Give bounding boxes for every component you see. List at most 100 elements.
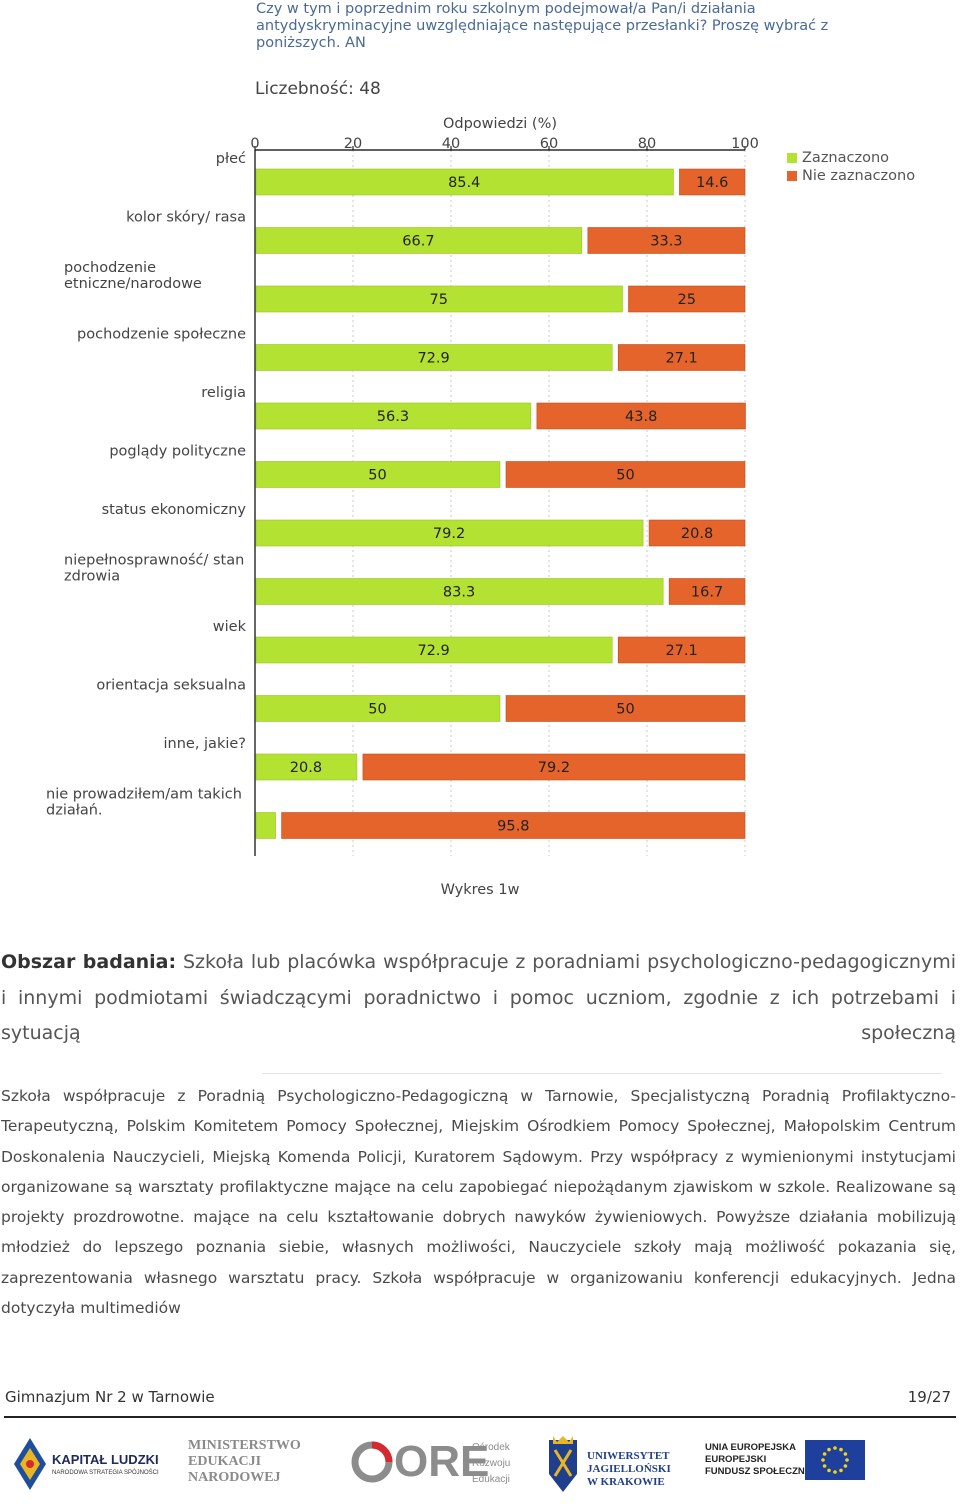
uj-logo: UNIWERSYTET JAGIELLOŃSKI W KRAKOWIE xyxy=(545,1436,685,1496)
data-label-selected: 79.2 xyxy=(433,526,465,542)
data-label-not-selected: 79.2 xyxy=(538,760,570,776)
bar-not-selected xyxy=(587,227,746,254)
legend-swatch-selected xyxy=(787,153,797,163)
x-tick-label: 20 xyxy=(344,136,362,152)
tick-layer: 0 20 40 60 80 100 xyxy=(250,136,759,856)
bar-selected xyxy=(255,695,501,722)
kapital-ludzki-emblem-icon xyxy=(14,1438,46,1490)
bar-not-selected xyxy=(628,285,746,313)
category-label: status ekonomiczny xyxy=(102,502,247,518)
eu-star-icon xyxy=(822,1452,827,1456)
men-logo: MINISTERSTWO EDUKACJI NARODOWEJ xyxy=(188,1438,318,1490)
x-tick-label: 100 xyxy=(731,136,759,152)
bar-not-selected xyxy=(648,519,746,547)
x-tick-label: 0 xyxy=(250,136,259,152)
data-label-not-selected: 25 xyxy=(678,292,696,308)
data-label-selected: 50 xyxy=(368,468,386,484)
chart-title: Czy w tym i poprzednim roku szkolnym pod… xyxy=(256,1,829,51)
bar-not-selected xyxy=(536,402,746,430)
x-tick-label: 80 xyxy=(638,136,656,152)
bar-chart: Odpowiedzi (%) 0 20 40 60 80 100 płeć 85.4 14.6… xyxy=(46,116,915,856)
legend-label-not-selected: Nie zaznaczono xyxy=(802,168,915,184)
kapital-ludzki-line1: KAPITAŁ LUDZKI xyxy=(52,1452,159,1467)
category-label: orientacja seksualna xyxy=(96,678,246,694)
eu-star-icon xyxy=(827,1447,831,1452)
grid-layer xyxy=(352,150,746,856)
bar-selected xyxy=(255,344,613,371)
eu-star-icon xyxy=(827,1468,831,1473)
axis-title: Odpowiedzi (%) xyxy=(443,116,557,132)
bar-selected xyxy=(255,636,613,664)
bar-not-selected xyxy=(362,753,746,781)
x-tick-label: 60 xyxy=(540,136,558,152)
data-label-not-selected: 20.8 xyxy=(681,526,713,542)
data-label-selected: 72.9 xyxy=(417,643,449,659)
data-label-not-selected: 14.6 xyxy=(696,175,728,191)
footer-rule xyxy=(4,1416,956,1418)
data-label-not-selected: 16.7 xyxy=(691,585,723,601)
eu-star-icon xyxy=(843,1452,848,1456)
eu-flag-icon xyxy=(805,1440,865,1480)
category-label: inne, jakie? xyxy=(163,736,246,752)
data-label-selected: 85.4 xyxy=(448,175,480,191)
eu-logo: UNIA EUROPEJSKA EUROPEJSKI FUNDUSZ SPOŁE… xyxy=(705,1440,865,1490)
bar-not-selected xyxy=(281,812,746,839)
data-label-selected: 75 xyxy=(430,292,448,308)
data-label-selected: 56.3 xyxy=(377,409,409,425)
research-area-text: Szkoła lub placówka współpracuje z porad… xyxy=(1,951,956,1044)
eu-line3: FUNDUSZ SPOŁECZNY xyxy=(705,1466,812,1477)
kapital-ludzki-line2: NARODOWA STRATEGIA SPÓJNOŚCI xyxy=(52,1470,159,1476)
footer-page-number: 19/27 xyxy=(907,1388,951,1406)
eu-star-icon xyxy=(839,1468,843,1473)
ore-line1: Ośrodek xyxy=(472,1442,510,1453)
eu-line2: EUROPEJSKI xyxy=(705,1454,767,1465)
chart-count: Liczebność: 48 xyxy=(255,79,381,99)
bar-selected xyxy=(255,461,501,488)
data-label-not-selected: 27.1 xyxy=(665,643,697,659)
bar-selected xyxy=(255,519,644,547)
eu-star-icon xyxy=(833,1446,837,1450)
body-paragraph: Szkoła współpracuje z Poradnią Psycholog… xyxy=(1,1087,956,1318)
data-label-selected: 72.9 xyxy=(417,351,449,367)
bar-selected xyxy=(255,402,532,430)
men-line1: MINISTERSTWO xyxy=(188,1438,301,1453)
ore-line3: Edukacji xyxy=(472,1474,510,1485)
category-label: kolor skóry/ rasa xyxy=(126,210,246,226)
legend-swatch-not-selected xyxy=(787,171,797,181)
data-label-not-selected: 50 xyxy=(616,702,634,718)
uj-crest-icon xyxy=(549,1436,577,1492)
category-label: pochodzenie etniczne/narodowe xyxy=(64,260,202,292)
eu-line1: UNIA EUROPEJSKA xyxy=(705,1442,796,1453)
bar-not-selected xyxy=(617,636,746,664)
data-label-not-selected: 27.1 xyxy=(665,351,697,367)
eu-star-icon xyxy=(839,1447,843,1452)
data-label-selected: 66.7 xyxy=(402,234,434,250)
kapital-ludzki-logo: KAPITAŁ LUDZKI NARODOWA STRATEGIA SPÓJNO… xyxy=(10,1436,170,1496)
uj-line3: W KRAKOWIE xyxy=(587,1476,665,1488)
data-label-selected: 83.3 xyxy=(443,585,475,601)
category-label: niepełnosprawność/ stan zdrowia xyxy=(64,553,244,585)
men-line3: NARODOWEJ xyxy=(188,1470,281,1485)
uj-line2: JAGIELLOŃSKI xyxy=(587,1463,671,1475)
label-layer: płeć 85.4 14.6 kolor skóry/ rasa 66.7 33.3 poc… xyxy=(46,151,728,835)
category-label: religia xyxy=(201,385,246,401)
bar-not-selected xyxy=(505,695,746,722)
eu-star-icon xyxy=(843,1464,848,1468)
data-label-selected: 20.8 xyxy=(290,760,322,776)
ore-ring-icon xyxy=(351,1441,393,1483)
research-area: Obszar badania: Szkoła lub placówka wspó… xyxy=(1,945,956,1052)
category-label: pochodzenie społeczne xyxy=(77,327,246,343)
bar-selected xyxy=(255,285,623,313)
bar-not-selected xyxy=(505,461,746,488)
data-label-selected: 50 xyxy=(368,702,386,718)
category-label: nie prowadziłem/am takich działań. xyxy=(46,787,242,819)
data-label-not-selected: 43.8 xyxy=(625,409,657,425)
divider xyxy=(262,1073,942,1074)
eu-star-icon xyxy=(845,1458,849,1462)
data-label-not-selected: 33.3 xyxy=(650,234,682,250)
legend-label-selected: Zaznaczono xyxy=(802,150,889,166)
category-label: wiek xyxy=(213,619,247,635)
bar-not-selected xyxy=(679,168,746,196)
bar-layer xyxy=(255,168,746,839)
data-label-not-selected: 95.8 xyxy=(497,819,529,835)
